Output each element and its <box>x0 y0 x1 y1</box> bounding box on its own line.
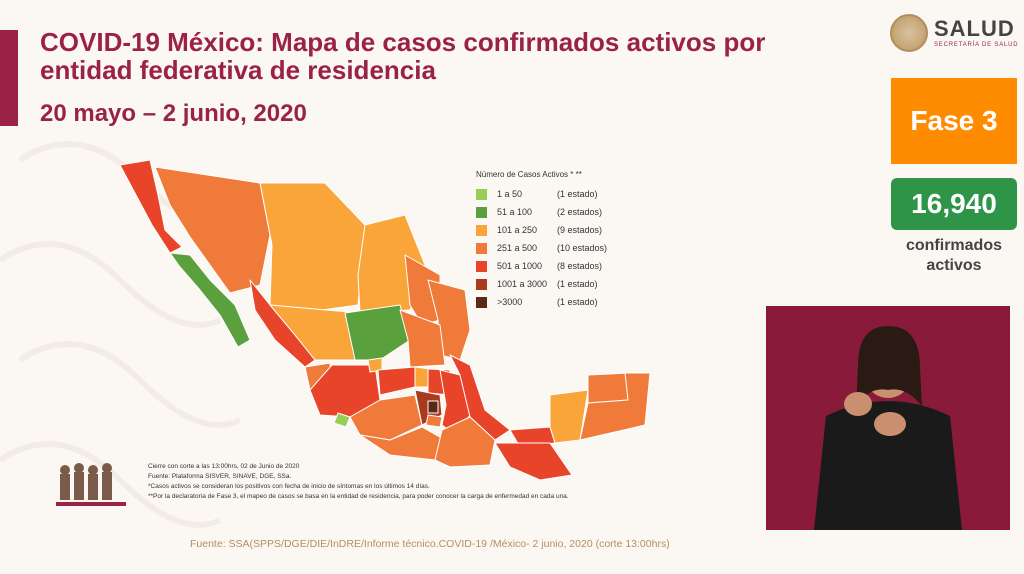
note-line: Cierre con corte a las 13:00hrs, 02 de J… <box>148 463 300 470</box>
legend-count: (8 estados) <box>557 261 603 271</box>
state-chihuahua <box>259 182 366 314</box>
state-quintana-roo <box>579 372 651 441</box>
state-chiapas <box>494 442 573 481</box>
legend-row: >3000 (1 estado) <box>476 293 656 311</box>
legend-swatch <box>476 206 487 218</box>
legend-count: (1 estado) <box>557 297 598 307</box>
legend-row: 1001 a 3000 (1 estado) <box>476 275 656 293</box>
legend-count: (2 estados) <box>557 207 603 217</box>
legend-swatch <box>476 224 487 236</box>
page-title: COVID-19 México: Mapa de casos confirmad… <box>40 27 766 85</box>
note-line: Fuente: Plataforma SISVER, SINAVE, DGE, … <box>148 473 292 480</box>
legend-range: 1001 a 3000 <box>497 279 548 289</box>
legend-title: Número de Casos Activos * ** <box>476 170 582 179</box>
phase-badge: Fase 3 <box>891 78 1017 164</box>
interpreter-silhouette-icon <box>814 326 962 530</box>
active-cases-label: confirmados activos <box>905 237 1002 274</box>
legend-swatch <box>476 278 487 290</box>
national-seal-icon <box>890 14 928 52</box>
source-citation: Fuente: SSA(SPPS/DGE/DIE/InDRE/Informe t… <box>190 538 670 550</box>
state-baja-california-sur <box>169 252 251 348</box>
legend-row: 51 a 100 (2 estados) <box>476 203 656 221</box>
legend-count: (10 estados) <box>557 243 608 253</box>
logo-subtitle: SECRETARÍA DE SALUD <box>934 42 1019 48</box>
note-line: *Casos activos se consideran los positiv… <box>148 483 430 490</box>
legend-row: 251 a 500 (10 estados) <box>476 239 656 257</box>
legend-range: 501 a 1000 <box>497 261 543 271</box>
heroes-illustration-icon <box>56 463 126 506</box>
legend-count: (1 estado) <box>557 279 598 289</box>
legend-range: >3000 <box>497 297 523 307</box>
state-sonora <box>154 166 271 294</box>
state-colima <box>333 412 351 428</box>
legend-swatch <box>476 260 487 272</box>
legend-swatch <box>476 242 487 254</box>
date-range: 20 mayo – 2 junio, 2020 <box>40 100 307 127</box>
salud-logo: SALUD SECRETARÍA DE SALUD <box>890 12 1020 56</box>
state-morelos <box>425 414 443 428</box>
state-zacatecas <box>344 304 411 361</box>
legend-range: 251 a 500 <box>497 243 538 253</box>
state-baja-california <box>119 159 183 254</box>
map-legend: Número de Casos Activos * ** 1 a 50 (1 e… <box>476 170 656 311</box>
legend-swatch <box>476 296 487 308</box>
map-notes: Cierre con corte a las 13:00hrs, 02 de J… <box>148 462 628 502</box>
state-guanajuato <box>377 366 416 396</box>
sign-language-interpreter-video <box>766 306 1010 530</box>
state-yucatan <box>587 372 631 404</box>
legend-range: 1 a 50 <box>497 189 523 199</box>
state-san-luis-potosi <box>399 309 446 368</box>
legend-count: (1 estado) <box>557 189 598 199</box>
note-line: **Por la declaratoria de Fase 3, el mape… <box>148 493 569 500</box>
mexico-choropleth-map <box>119 159 651 481</box>
state-oaxaca <box>434 416 496 468</box>
active-cases-count: 16,940 <box>891 178 1017 230</box>
legend-range: 51 a 100 <box>497 207 533 217</box>
logo-name: SALUD <box>934 16 1015 41</box>
title-accent-bar <box>0 30 18 126</box>
state-durango <box>269 304 361 361</box>
legend-swatch <box>476 188 487 200</box>
legend-row: 101 a 250 (9 estados) <box>476 221 656 239</box>
state-cdmx <box>427 400 439 414</box>
legend-row: 1 a 50 (1 estado) <box>476 185 656 203</box>
state-campeche <box>549 389 589 444</box>
legend-range: 101 a 250 <box>497 225 538 235</box>
legend-count: (9 estados) <box>557 225 603 235</box>
legend-row: 501 a 1000 (8 estados) <box>476 257 656 275</box>
state-veracruz <box>449 354 511 441</box>
